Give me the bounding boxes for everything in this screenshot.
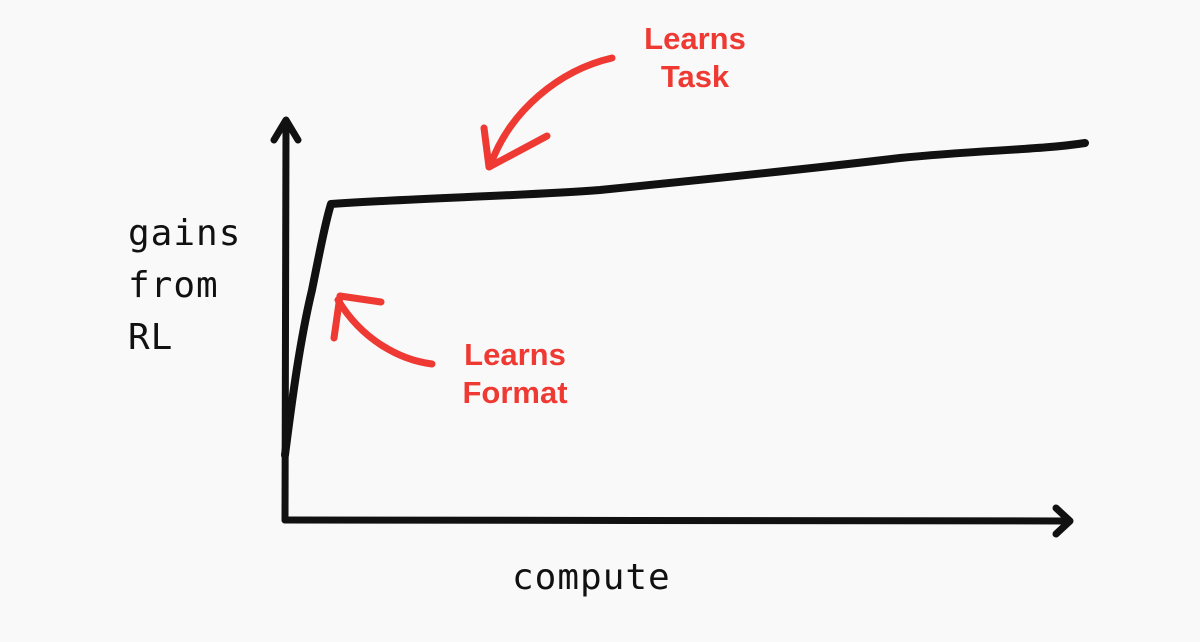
x-axis-arrowhead (1052, 504, 1074, 538)
learns-format-arrow (334, 296, 436, 368)
y-axis-line (281, 124, 290, 524)
learns-task-annotation: Learns Task (644, 21, 746, 94)
x-axis-label: compute (512, 557, 671, 598)
learns-task-arrow (486, 54, 616, 170)
learns-format-annotation: Learns Format (462, 337, 568, 410)
x-axis-line (281, 516, 1070, 525)
y-axis-label: gains from RL (128, 213, 242, 358)
learns-task-arrowhead (480, 124, 551, 171)
y-axis-arrowhead (270, 116, 302, 144)
learns-format-arrowhead (330, 292, 385, 342)
gains-curve (281, 139, 1089, 459)
